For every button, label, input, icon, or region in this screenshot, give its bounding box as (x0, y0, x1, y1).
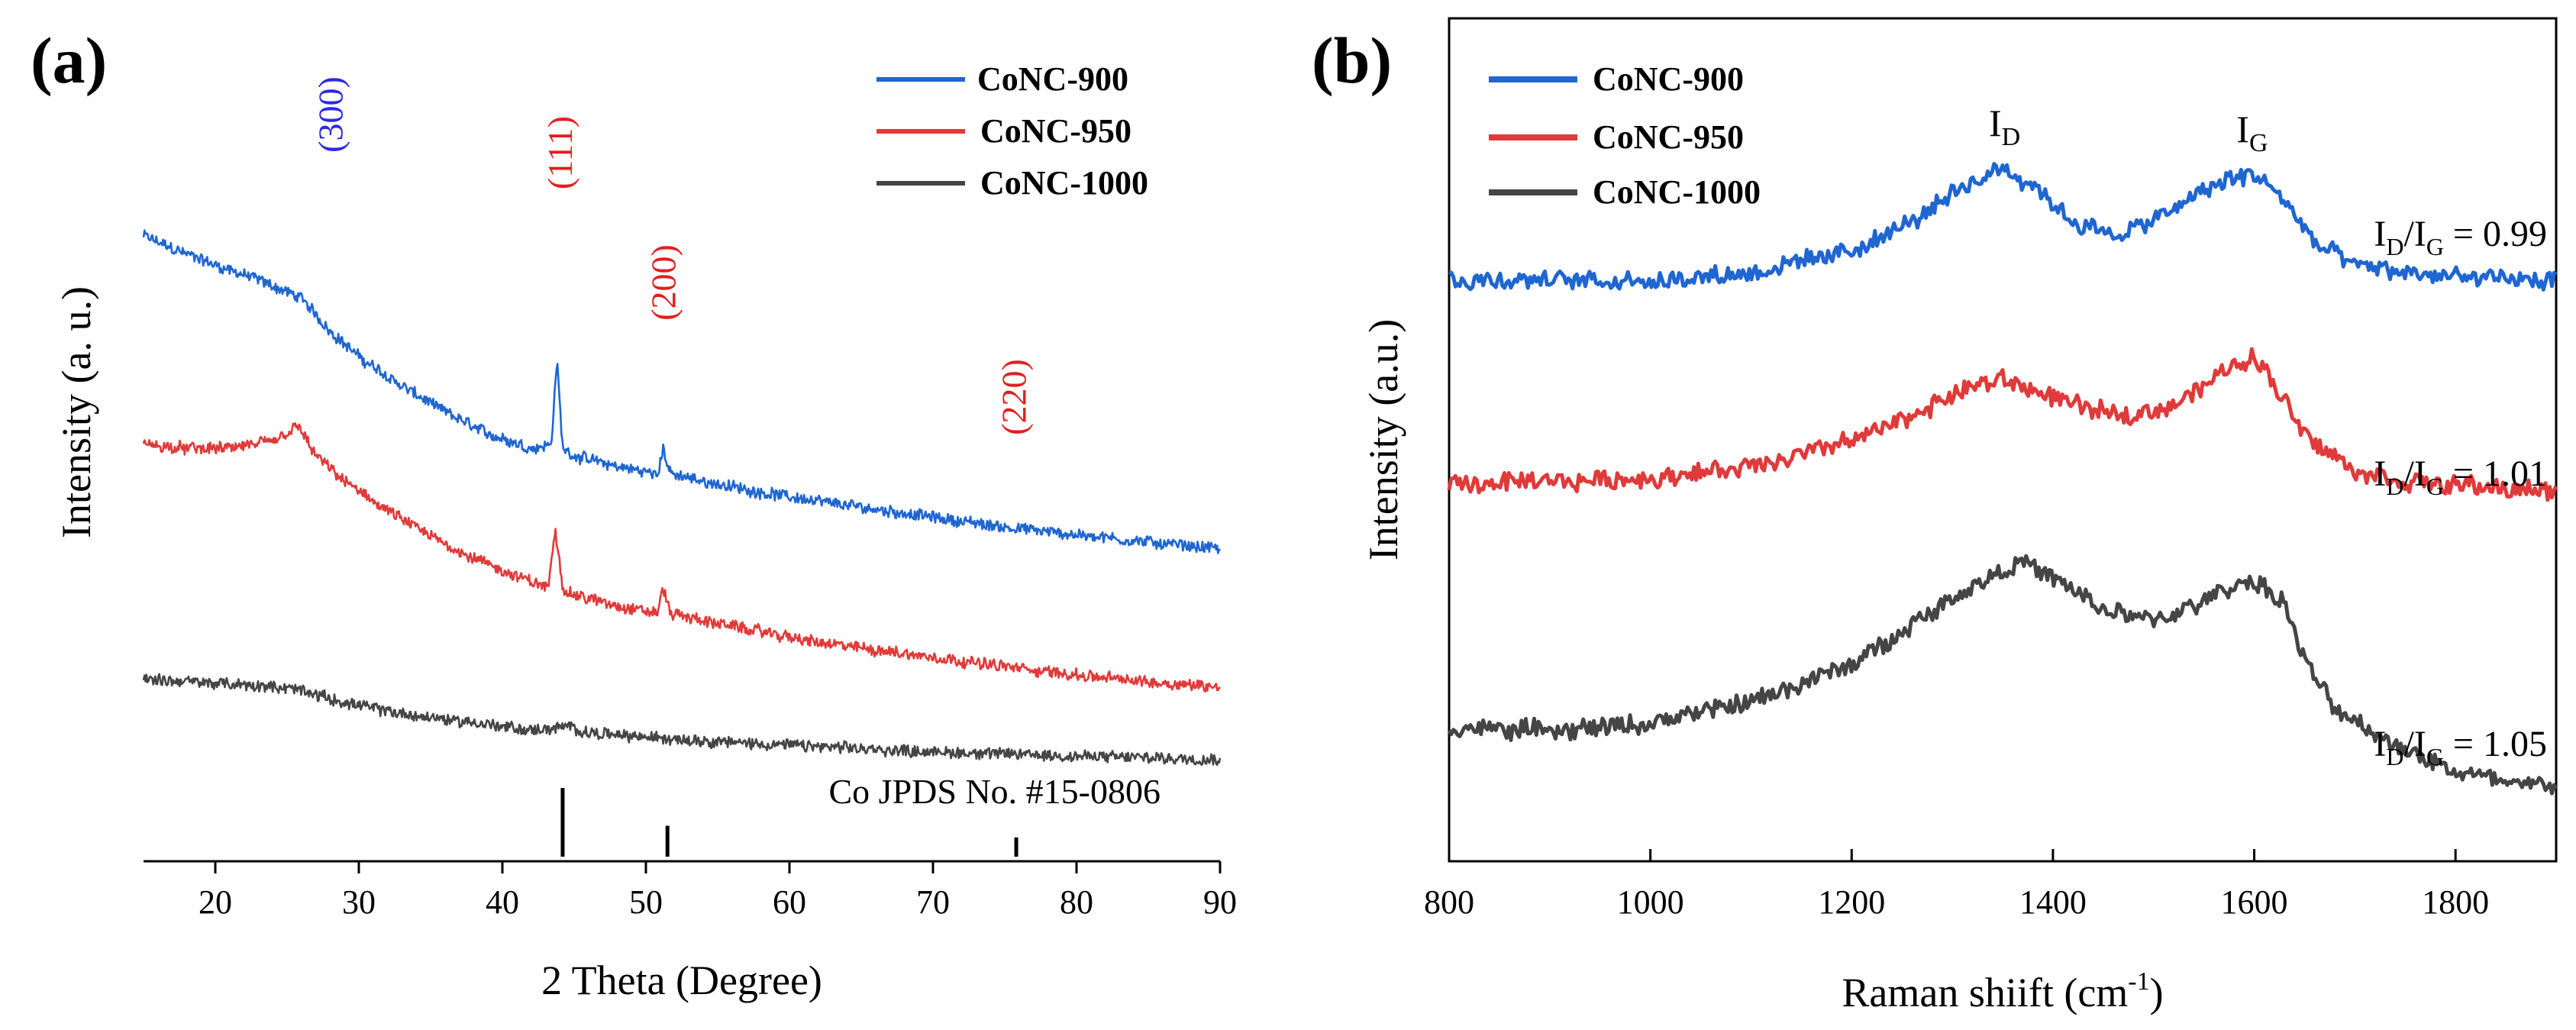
panel-a-reference-group (560, 788, 1018, 857)
ratio-label-conc-950: ID/IG = 1.01 (2374, 454, 2547, 500)
panel-b-series-conc-1000 (1447, 554, 2558, 796)
panel-b-tick-label-1000: 1000 (1617, 883, 1684, 921)
legend-b-label-conc-900: CoNC-900 (1593, 60, 1744, 98)
panel-a-series-conc-1000 (142, 673, 1222, 767)
ratio-1000-mid: /I (2403, 724, 2426, 764)
peak-label-200: (200) (644, 244, 683, 321)
panel-b-tick-label-1400: 1400 (2019, 883, 2087, 921)
ratio-label-conc-900: ID/IG = 0.99 (2374, 214, 2547, 260)
panel-b-x-label-end: ) (2150, 970, 2164, 1015)
band-label-ig-sub: G (2249, 129, 2268, 157)
legend-a-label-conc-1000: CoNC-1000 (980, 164, 1148, 202)
panel-a-series-group (142, 229, 1222, 767)
ratio-950-sub-d: D (2386, 473, 2403, 500)
ratio-950-i: I (2374, 454, 2386, 494)
panel-b-series-conc-900 (1448, 162, 2558, 292)
panel-a-tick-label-90: 90 (1203, 883, 1237, 921)
reference-card-label: Co JPDS No. #15-0806 (828, 772, 1160, 811)
panel-a-tick-label-80: 80 (1060, 883, 1093, 921)
panel-a: (a) 20 30 40 50 60 70 80 90 2 Theta (Degree) In… (31, 24, 1237, 1003)
panel-a-tick-label-50: 50 (629, 883, 663, 921)
peak-label-300: (300) (311, 76, 350, 153)
ratio-950-value: = 1.01 (2444, 454, 2547, 494)
panel-b-tick-label-1800: 1800 (2422, 883, 2489, 921)
panel-a-tick-label-60: 60 (773, 883, 806, 921)
panel-a-label: (a) (31, 24, 107, 97)
ratio-900-i: I (2374, 214, 2386, 254)
legend-b-label-conc-950: CoNC-950 (1593, 118, 1744, 156)
panel-a-tick-label-20: 20 (199, 883, 232, 921)
legend-a-label-conc-950: CoNC-950 (980, 112, 1131, 150)
panel-a-tick-label-30: 30 (342, 883, 376, 921)
ratio-900-mid: /I (2403, 214, 2426, 254)
panel-a-series-conc-900 (142, 229, 1222, 554)
panel-b-series-conc-950 (1447, 347, 2558, 502)
panel-b-legend: CoNC-900 CoNC-950 CoNC-1000 (1489, 60, 1761, 211)
panel-a-tick-label-70: 70 (916, 883, 950, 921)
ratio-1000-sub-g: G (2426, 743, 2444, 770)
panel-b-plot-frame (1448, 17, 2558, 863)
band-label-ig-main: I (2236, 108, 2249, 150)
panel-b-x-label-superscript: -1 (2128, 967, 2149, 996)
ratio-900-sub-d: D (2386, 233, 2403, 260)
panel-a-series-conc-950 (142, 421, 1221, 693)
panel-b-x-ticks: 800 1000 1200 1400 1600 1800 (1424, 849, 2489, 921)
legend-a-label-conc-900: CoNC-900 (977, 60, 1128, 98)
panel-b-tick-label-1600: 1600 (2221, 883, 2288, 921)
panel-a-x-label: 2 Theta (Degree) (541, 957, 822, 1003)
ratio-1000-value: = 1.05 (2444, 724, 2547, 764)
band-label-ig: IG (2236, 108, 2268, 157)
panel-a-tick-label-40: 40 (486, 883, 519, 921)
peak-label-220: (220) (994, 359, 1033, 435)
panel-a-x-ticks: 20 30 40 50 60 70 80 90 (199, 861, 1237, 921)
panel-b-series-group (1447, 162, 2558, 796)
panel-b: (b) 800 1000 1200 1400 1600 1800 Raman shiift… (1312, 17, 2558, 1015)
panel-b-x-label: Raman shiift (cm-1) (1842, 967, 2163, 1015)
panel-b-x-label-main: Raman shiift (cm (1842, 970, 2128, 1015)
legend-b-label-conc-1000: CoNC-1000 (1593, 173, 1761, 211)
ratio-950-mid: /I (2403, 454, 2426, 494)
panel-a-y-label: Intensity (a. u.) (53, 286, 99, 538)
peak-label-111: (111) (541, 116, 579, 189)
panel-b-tick-label-1200: 1200 (1818, 883, 1885, 921)
ratio-900-value: = 0.99 (2444, 214, 2547, 254)
ratio-950-sub-g: G (2426, 473, 2444, 500)
panel-b-y-label: Intensity (a.u.) (1361, 319, 1406, 560)
ratio-1000-i: I (2374, 724, 2386, 764)
panel-b-label: (b) (1312, 24, 1392, 97)
band-label-id: ID (1989, 102, 2020, 151)
ratio-900-sub-g: G (2426, 233, 2444, 260)
band-label-id-sub: D (2002, 123, 2021, 151)
panel-b-tick-label-800: 800 (1424, 883, 1474, 921)
panel-a-legend: CoNC-900 CoNC-950 CoNC-1000 (876, 60, 1148, 202)
ratio-label-conc-1000: ID/IG = 1.05 (2374, 724, 2547, 770)
band-label-id-main: I (1989, 102, 2002, 144)
ratio-1000-sub-d: D (2386, 743, 2403, 770)
